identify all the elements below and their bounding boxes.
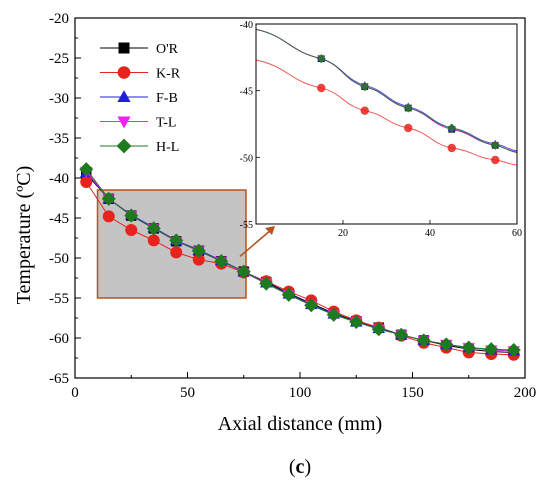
inset-data-point [360,106,369,115]
inset-data-point [447,143,456,153]
inset-data-point [403,103,413,113]
y-axis-title: Temperature (ºC) [13,166,35,305]
inset-data-point [317,83,326,93]
inset-data-point [491,155,500,165]
x-tick-label: 0 [71,385,79,401]
y-tick-label: -60 [49,331,69,347]
x-tick-label: 150 [401,385,424,401]
inset-plot: 20 40 60 -55 -50 -45 -40 [240,20,522,239]
inset-data-point [360,82,370,92]
data-point [304,298,319,313]
panel-label-close: ) [304,456,311,478]
inset-y-tick-label: -45 [240,87,253,98]
data-point [259,276,274,291]
y-tick-label: -40 [49,171,69,187]
panel-label-open: ( [289,456,296,478]
data-point [192,253,205,266]
legend-marker-F-B [117,90,131,102]
y-tick-label: -50 [49,251,69,267]
x-axis-title: Axial distance (mm) [218,413,382,435]
x-tick-label: 200 [514,385,537,401]
inset-data-point [490,140,500,150]
legend-marker-K-R [117,66,131,79]
y-tick-label: -20 [49,11,69,27]
inset-background [256,24,517,224]
inset-frame [255,23,518,225]
data-point [79,162,94,177]
data-point [439,337,454,352]
legend-label-H-L: H-L [156,140,179,155]
y-tick-label: -55 [49,291,69,307]
data-point [371,322,386,337]
data-point [416,333,431,348]
data-point [394,327,409,342]
legend-marker-O'R [118,42,130,54]
data-point [236,264,251,279]
data-point [191,243,206,258]
inset-x-tick-label: 60 [512,228,522,239]
legend-label-K-R: K-R [156,67,181,82]
data-point [484,342,499,357]
data-point [80,176,93,188]
data-point [125,224,138,236]
data-point [101,191,116,206]
inset-y-tick-label: -55 [240,220,253,231]
y-tick-label: -25 [49,51,69,67]
data-point [102,210,115,223]
inset-x-tick-label: 20 [338,228,348,239]
inset-x-tick-label: 40 [425,228,435,239]
data-point [506,342,521,358]
panel-label: (c) [289,456,311,478]
data-point [124,208,139,223]
data-point [281,287,296,302]
legend: O'R K-R F-B T-L H-L [100,42,181,155]
y-tick-label: -65 [49,371,69,387]
x-tick-label: 50 [180,385,195,401]
data-point [214,254,229,269]
legend-marker-T-L [117,116,131,129]
inset-y-tick-label: -40 [240,20,253,31]
legend-label-F-B: F-B [156,91,178,106]
data-point [170,246,183,259]
data-point [169,233,184,248]
data-point [147,234,160,247]
zoom-arrow-line [239,229,272,258]
data-point [349,314,364,330]
panel-label-letter: c [296,456,305,478]
data-point [146,221,161,236]
data-point [326,307,341,322]
inset-y-tick-label: -50 [240,153,253,164]
y-tick-label: -35 [49,131,69,147]
zoom-arrow-head [265,226,275,235]
x-tick-label: 100 [289,385,312,401]
inset-data-point [447,123,457,133]
legend-marker-H-L [116,138,132,154]
data-point [461,340,476,355]
y-tick-label: -30 [49,91,69,107]
legend-label-O'R: O'R [156,42,179,57]
legend-label-T-L: T-L [156,116,176,131]
y-tick-label: -45 [49,211,69,227]
inset-data-point [404,123,413,133]
inset-data-point [316,54,326,64]
main-plot: 0 50 100 150 200 -65 -60 -55 -50 -45 -40 -35 -30 -25 -… [49,11,536,401]
